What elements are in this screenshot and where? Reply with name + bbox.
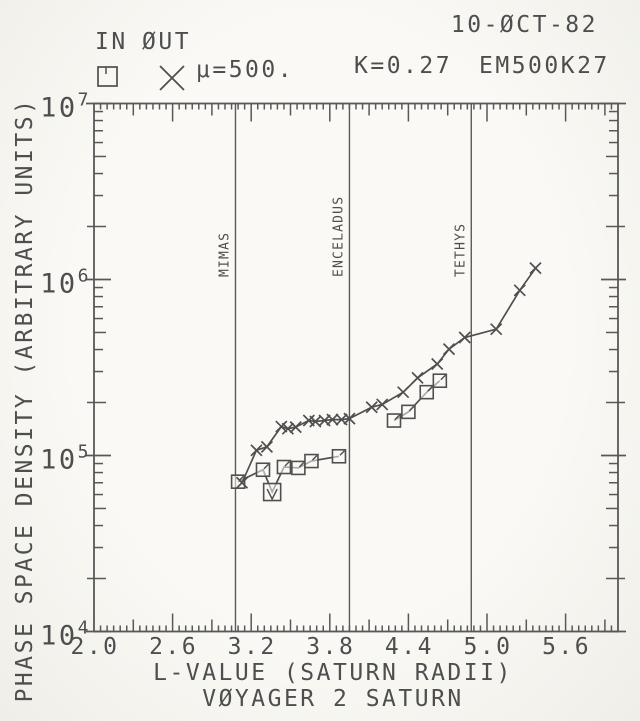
y-tick-label: 107 bbox=[40, 90, 91, 124]
plot-frame bbox=[93, 102, 619, 633]
square-marker-icon bbox=[97, 66, 118, 87]
run-id-label: EM500K27 bbox=[479, 53, 610, 79]
moon-label-enceladus: ENCELADUS bbox=[331, 196, 346, 277]
mu-label: μ=500. bbox=[196, 57, 295, 83]
y-axis-title: PHASE SPACE DENSITY (ARBITRARY UNITS) bbox=[12, 98, 38, 703]
moon-label-tethys: TETHYS bbox=[453, 223, 468, 277]
y-tick-label: 105 bbox=[40, 442, 91, 476]
x-tick-label: 3.8 bbox=[306, 634, 355, 660]
k-label: K=0.27 bbox=[354, 53, 453, 79]
series-out bbox=[235, 262, 542, 489]
axis-ticks bbox=[86, 102, 626, 633]
x-marker-icon bbox=[159, 65, 185, 91]
y-tick-label: 106 bbox=[40, 266, 91, 300]
x-tick-label: 3.2 bbox=[228, 634, 277, 660]
x-tick-label: 2.6 bbox=[149, 634, 198, 660]
reference-lines: MIMAS ENCELADUS TETHYS bbox=[217, 103, 472, 632]
x-tick-label: 4.4 bbox=[385, 634, 434, 660]
legend-out-label: ØUT bbox=[142, 29, 192, 55]
x-tick-label: 2.0 bbox=[70, 634, 119, 660]
series-in bbox=[230, 373, 448, 502]
x-axis-title: L-VALUE (SATURN RADII) bbox=[153, 660, 513, 686]
legend-in-label: IN bbox=[95, 29, 128, 55]
moon-label-mimas: MIMAS bbox=[217, 232, 232, 277]
x-tick-label: 5.0 bbox=[463, 634, 512, 660]
x-axis-subtitle: VØYAGER 2 SATURN bbox=[202, 686, 464, 712]
date-label: 10-ØCT-82 bbox=[450, 12, 598, 38]
x-tick-label: 5.6 bbox=[542, 634, 591, 660]
